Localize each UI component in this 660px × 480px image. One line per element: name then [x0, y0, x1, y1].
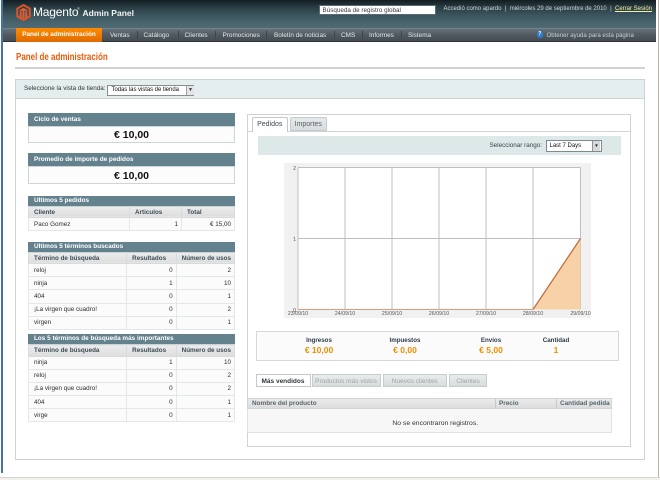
svg-text:2: 2 — [293, 166, 296, 172]
svg-text:0: 0 — [293, 308, 296, 314]
svg-text:23/09/10: 23/09/10 — [288, 311, 308, 317]
svg-text:28/09/10: 28/09/10 — [523, 311, 543, 317]
svg-text:25/09/10: 25/09/10 — [382, 311, 402, 317]
svg-text:29/09/10: 29/09/10 — [570, 311, 590, 317]
svg-text:24/09/10: 24/09/10 — [335, 311, 355, 317]
svg-text:27/09/10: 27/09/10 — [476, 311, 496, 317]
svg-text:26/09/10: 26/09/10 — [429, 311, 449, 317]
svg-text:1: 1 — [293, 237, 296, 243]
